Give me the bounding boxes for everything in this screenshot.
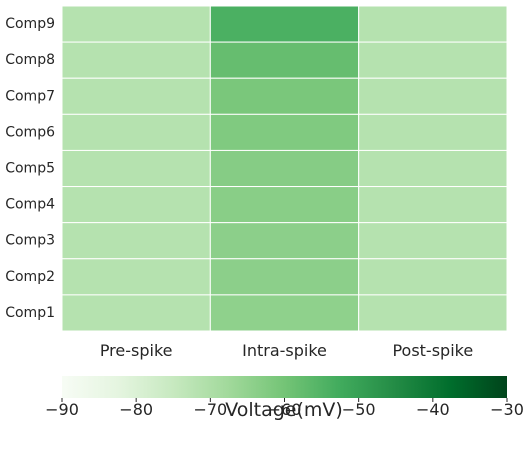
heatmap-cell-comp9-post-spike — [358, 5, 508, 43]
colorbar-ticks: −90 −80 −70 −60 −50 −40 −30 — [45, 398, 524, 419]
heatmap-cell-comp8-intra-spike — [209, 41, 360, 79]
heatmap-cell-comp2-post-spike — [358, 258, 508, 296]
heatmap-cell-comp4-intra-spike — [209, 186, 360, 224]
heatmap-cell-comp7-intra-spike — [209, 77, 360, 115]
heatmap-cell-comp5-post-spike — [358, 149, 508, 188]
heatmap-cell-comp6-post-spike — [358, 113, 508, 151]
colorbar-tick-label: −40 — [416, 400, 450, 419]
heatmap-cell-comp6-pre-spike — [61, 113, 211, 151]
column-label: Post-spike — [392, 341, 473, 360]
row-label: Comp7 — [5, 88, 55, 104]
colorbar-tick-label: −70 — [193, 400, 227, 419]
heatmap-cell-comp3-post-spike — [358, 222, 508, 260]
heatmap-cell-comp1-post-spike — [358, 294, 508, 332]
heatmap-cell-comp3-pre-spike — [61, 222, 211, 260]
row-label: Comp1 — [5, 305, 55, 321]
colorbar-label: Voltage(mV) — [225, 399, 343, 421]
colorbar-tick-label: −50 — [342, 400, 376, 419]
heatmap-cells — [61, 5, 508, 332]
heatmap-cell-comp9-intra-spike — [209, 5, 360, 43]
colorbar — [62, 376, 507, 398]
heatmap-cell-comp4-pre-spike — [61, 186, 211, 224]
heatmap-cell-comp1-intra-spike — [209, 294, 360, 332]
heatmap-cell-comp8-post-spike — [358, 41, 508, 79]
heatmap-cell-comp8-pre-spike — [61, 41, 211, 79]
row-label: Comp4 — [5, 197, 55, 213]
column-labels: Pre-spike Intra-spike Post-spike — [100, 341, 473, 360]
heatmap-cell-comp3-intra-spike — [209, 222, 360, 260]
heatmap-cell-comp5-pre-spike — [61, 149, 211, 188]
heatmap-cell-comp6-intra-spike — [209, 113, 360, 151]
heatmap-cell-comp2-pre-spike — [61, 258, 211, 296]
heatmap-cell-comp4-post-spike — [358, 186, 508, 224]
row-label: Comp5 — [5, 161, 55, 177]
row-label: Comp6 — [5, 124, 55, 140]
heatmap-cell-comp5-intra-spike — [209, 149, 360, 188]
row-label: Comp2 — [5, 269, 55, 285]
colorbar-tick-label: −60 — [268, 400, 302, 419]
row-labels: Comp9 Comp8 Comp7 Comp6 Comp5 Comp4 Comp3 Comp2… — [5, 16, 55, 321]
row-label: Comp9 — [5, 16, 55, 32]
row-label: Comp8 — [5, 52, 55, 68]
heatmap-cell-comp7-post-spike — [358, 77, 508, 115]
heatmap-cell-comp2-intra-spike — [209, 258, 360, 296]
colorbar-tick-label: −90 — [45, 400, 79, 419]
heatmap-cell-comp7-pre-spike — [61, 77, 211, 115]
row-label: Comp3 — [5, 233, 55, 249]
colorbar-tick-label: −80 — [119, 400, 153, 419]
colorbar-tick-label: −30 — [490, 400, 524, 419]
heatmap-cell-comp1-pre-spike — [61, 294, 211, 332]
column-label: Intra-spike — [242, 341, 327, 360]
heatmap-cell-comp9-pre-spike — [61, 5, 211, 43]
column-label: Pre-spike — [100, 341, 173, 360]
